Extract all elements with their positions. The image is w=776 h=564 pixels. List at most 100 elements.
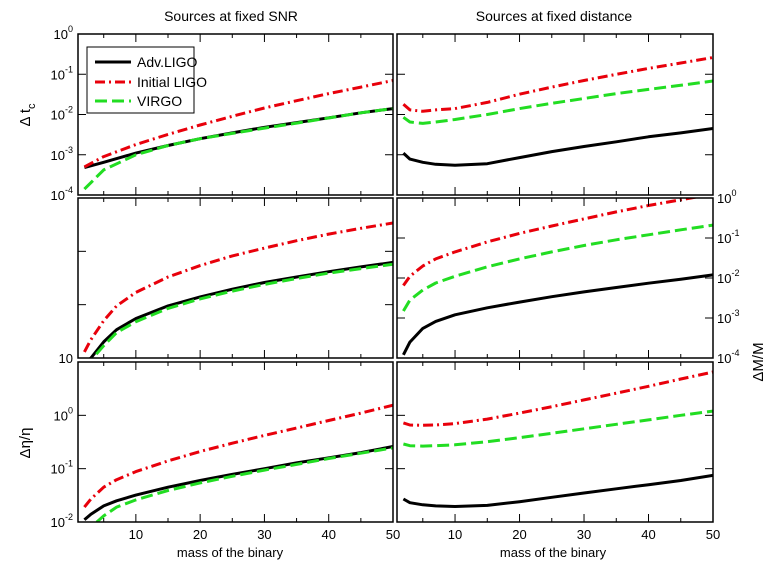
xlabel-right: mass of the binary bbox=[500, 545, 607, 560]
panel-bottom-left-line-initial-ligo bbox=[83, 403, 393, 509]
panel-middle-right-ytick-base: 10 bbox=[717, 271, 731, 286]
panel-bottom-left-ytick-base: 10 bbox=[51, 515, 65, 530]
panel-bottom-left-ytick-base: 10 bbox=[51, 462, 65, 477]
panel-top-right-series-group bbox=[402, 56, 713, 167]
panel-top-left-ytick-base: 10 bbox=[51, 108, 65, 123]
panel-bottom-right-line-initial-ligo bbox=[402, 370, 713, 427]
ylabel-top-left: Δ tc bbox=[17, 103, 38, 127]
panel-middle-left-ytick-label: 10 bbox=[59, 351, 73, 366]
panel-top-left-ytick-base: 10 bbox=[51, 148, 65, 163]
panel-top-right bbox=[396, 33, 714, 196]
panel-middle-right-ytick-exponent: -1 bbox=[731, 228, 739, 238]
panel-top-right-line-virgo bbox=[402, 79, 713, 125]
panel-middle-left-line-adv-ligo bbox=[88, 260, 393, 358]
panel-middle-right-ytick-exponent: -4 bbox=[731, 348, 739, 358]
panel-top-left-ytick-label: 10-3 bbox=[51, 145, 73, 163]
legend-label-adv-ligo: Adv.LIGO bbox=[137, 54, 198, 70]
panel-middle-right-frame bbox=[396, 197, 714, 359]
panel-bottom-left-ytick-exponent: -1 bbox=[65, 459, 73, 469]
panel-bottom-left-xtick-label: 10 bbox=[129, 527, 143, 542]
panel-top-left-ytick-exponent: -3 bbox=[65, 145, 73, 155]
column-title-right: Sources at fixed distance bbox=[476, 8, 633, 24]
ylabel-top-left-sub: c bbox=[26, 103, 38, 109]
panel-bottom-left-xtick-label: 20 bbox=[193, 527, 207, 542]
panel-bottom-left-ytick-label: 10-1 bbox=[51, 459, 73, 477]
panel-bottom-left-series-group bbox=[83, 403, 393, 522]
panel-top-left-ytick-label: 10-4 bbox=[51, 185, 73, 203]
panel-bottom-left-ytick-exponent: 0 bbox=[68, 405, 73, 415]
panel-middle-left: 10 bbox=[59, 197, 394, 366]
panel-bottom-right: 10 20 30 40 50 bbox=[396, 361, 720, 542]
panel-bottom-right-xtick-label: 10 bbox=[448, 527, 462, 542]
panel-middle-right-ytick-base: 10 bbox=[717, 231, 731, 246]
panel-top-left-ytick-exponent: -1 bbox=[65, 64, 73, 74]
panel-middle-right-ytick-label: 100 bbox=[717, 188, 736, 206]
panel-middle-right-series-group bbox=[402, 198, 713, 356]
panel-top-left-ytick-label: 10-1 bbox=[51, 64, 73, 82]
panel-top-left-ytick-label: 100 bbox=[54, 24, 73, 42]
panel-top-left-line-initial-ligo bbox=[83, 79, 393, 169]
panel-middle-right-line-virgo bbox=[402, 223, 713, 312]
panel-bottom-left-xtick-label: 30 bbox=[257, 527, 271, 542]
panel-top-right-line-adv-ligo bbox=[402, 127, 713, 167]
panel-top-left-ytick-base: 10 bbox=[51, 67, 65, 82]
panel-bottom-left-ytick-exponent: -2 bbox=[65, 512, 73, 522]
legend-label-initial-ligo: Initial LIGO bbox=[137, 74, 207, 90]
panel-middle-left-line-initial-ligo bbox=[83, 221, 393, 353]
panel-bottom-left-line-virgo bbox=[94, 446, 393, 522]
panel-top-left-ytick-exponent: -2 bbox=[65, 105, 73, 115]
panel-bottom-left-line-adv-ligo bbox=[83, 445, 393, 521]
legend: Adv.LIGO Initial LIGO VIRGO bbox=[86, 46, 207, 114]
panel-middle-right-ytick-label: 10-1 bbox=[717, 228, 739, 246]
panel-middle-right-ytick-label: 10-3 bbox=[717, 308, 739, 326]
panel-top-left-ytick-base: 10 bbox=[51, 188, 65, 203]
ylabel-top-left-main: Δ t bbox=[17, 108, 34, 126]
panel-bottom-right-series-group bbox=[402, 370, 713, 508]
column-title-left: Sources at fixed SNR bbox=[164, 8, 298, 24]
panel-middle-right-ytick-label: 10-2 bbox=[717, 268, 739, 286]
panel-bottom-left-ytick-label: 10-2 bbox=[51, 512, 73, 530]
panel-middle-right-ytick-label: 10-4 bbox=[717, 348, 739, 366]
panel-bottom-left-xtick-label: 40 bbox=[321, 527, 335, 542]
panel-top-left-line-virgo bbox=[83, 107, 393, 191]
panel-bottom-right-xtick-label: 50 bbox=[706, 527, 720, 542]
panel-top-left-ytick-base: 10 bbox=[54, 27, 68, 42]
panel-bottom-right-line-virgo bbox=[403, 409, 713, 448]
panel-bottom-right-xtick-label: 40 bbox=[641, 527, 655, 542]
panel-bottom-right-frame bbox=[396, 361, 714, 523]
panel-middle-right-ytick-base: 10 bbox=[717, 351, 731, 366]
panel-bottom-left-frame bbox=[77, 361, 394, 523]
xlabel-left: mass of the binary bbox=[177, 545, 284, 560]
panel-middle-right-ytick-base: 10 bbox=[717, 311, 731, 326]
legend-label-virgo: VIRGO bbox=[137, 93, 182, 109]
panel-top-right-frame bbox=[396, 33, 714, 196]
panel-bottom-right-line-adv-ligo bbox=[402, 473, 713, 508]
panel-middle-left-frame bbox=[77, 197, 394, 359]
panel-middle-right-ytick-exponent: -2 bbox=[731, 268, 739, 278]
panel-middle-right-line-adv-ligo bbox=[402, 273, 713, 356]
ylabel-bottom-left: Δη/η bbox=[17, 428, 34, 459]
panel-bottom-left-ytick-label: 100 bbox=[54, 405, 73, 423]
panel-top-left-ytick-exponent: -4 bbox=[65, 185, 73, 195]
panel-bottom-right-xtick-label: 20 bbox=[512, 527, 526, 542]
panel-top-right-line-initial-ligo bbox=[402, 56, 713, 113]
panel-middle-left-ytick-base: 10 bbox=[59, 351, 73, 366]
panel-top-left-ytick-exponent: 0 bbox=[68, 24, 73, 34]
panel-top-left-frame bbox=[77, 33, 394, 196]
panel-middle-right-line-initial-ligo bbox=[402, 198, 700, 287]
panel-middle-left-series-group bbox=[83, 221, 393, 358]
ylabel-middle-right: ΔM/M bbox=[750, 342, 767, 381]
panel-bottom-right-xtick-label: 30 bbox=[577, 527, 591, 542]
panel-middle-left-line-virgo bbox=[91, 262, 393, 358]
panel-top-left-series-group bbox=[83, 79, 393, 191]
panel-top-left-ytick-label: 10-2 bbox=[51, 105, 73, 123]
panel-middle-right-ytick-exponent: -3 bbox=[731, 308, 739, 318]
panel-bottom-left-ytick-base: 10 bbox=[54, 408, 68, 423]
panel-middle-right-ytick-exponent: 0 bbox=[731, 188, 736, 198]
panel-middle-right-ytick-base: 10 bbox=[717, 191, 731, 206]
